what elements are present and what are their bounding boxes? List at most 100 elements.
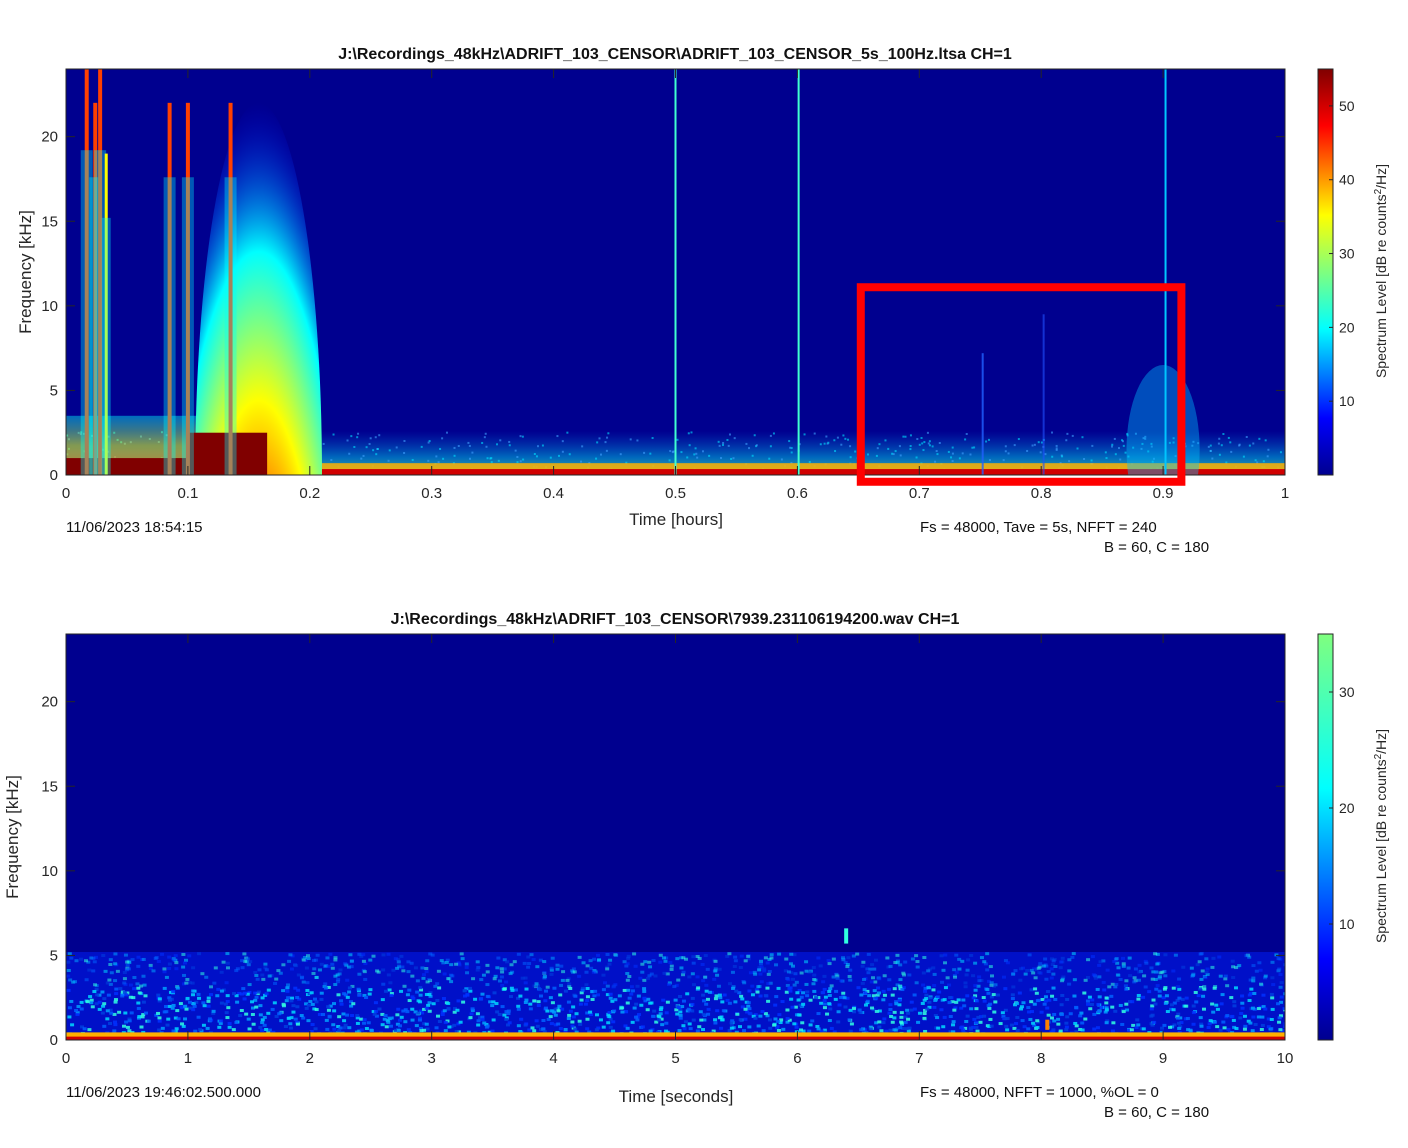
wav-noise-speck [1251,976,1256,980]
ltsa-noise-speck [717,440,720,443]
wav-noise-speck [742,981,747,985]
wav-noise-speck [735,1012,740,1016]
wav-noise-speck [526,965,531,969]
wav-noise-speck [1104,1001,1109,1005]
wav-noise-speck [1175,998,1180,1002]
wav-noise-speck [647,960,652,964]
wav-noise-speck [920,1001,925,1005]
wav-noise-speck [1104,1006,1109,1010]
wav-noise-speck [90,1005,95,1009]
wav-noise-speck [753,1013,758,1017]
wav-noise-speck [780,1000,785,1004]
wav-noise-speck [191,993,196,997]
ltsa-noise-speck [1184,445,1187,448]
wav-noise-speck [632,1006,637,1010]
wav-noise-speck [1118,977,1123,981]
wav-noise-speck [1045,1006,1050,1010]
wav-noise-speck [1256,1015,1261,1019]
ltsa-transient-line [228,102,233,475]
wav-noise-speck [235,967,240,971]
wav-noise-speck [461,1000,466,1004]
wav-noise-speck [596,1026,601,1030]
wav-noise-speck [746,1001,751,1005]
wav-noise-speck [867,994,872,998]
wav-noise-speck [989,981,994,985]
wav-noise-speck [1242,1027,1247,1031]
wav-noise-speck [1143,985,1148,989]
wav-noise-speck [953,1006,958,1010]
wav-noise-speck [812,989,817,993]
wav-y-tick-label: 5 [50,947,58,964]
ltsa-transient-line [674,69,677,475]
wav-noise-speck [1124,979,1129,983]
wav-noise-speck [225,966,230,970]
wav-noise-speck [811,982,816,986]
wav-noise-speck [1193,990,1198,994]
wav-noise-speck [315,953,320,957]
wav-noise-speck [115,969,120,973]
wav-noise-speck [338,1026,343,1030]
wav-noise-speck [336,993,341,997]
wav-noise-speck [173,1029,178,1033]
wav-noise-speck [383,989,388,993]
wav-noise-speck [1056,1017,1061,1021]
wav-noise-speck [924,993,929,997]
wav-title: J:\Recordings_48kHz\ADRIFT_103_CENSOR\79… [391,611,960,628]
wav-noise-speck [364,1026,369,1030]
ltsa-noise-speck [789,446,792,449]
wav-noise-speck [1163,953,1168,957]
wav-noise-speck [1013,969,1018,973]
wav-noise-speck [524,987,529,991]
wav-noise-speck [422,1007,427,1011]
wav-noise-speck [105,1009,110,1013]
wav-noise-speck [721,1009,726,1013]
wav-noise-speck [963,1026,968,1030]
wav-noise-speck [611,1020,616,1024]
wav-noise-speck [1095,1026,1100,1030]
wav-noise-speck [733,955,738,959]
ltsa-transient-halo [94,150,107,475]
wav-noise-speck [1060,956,1065,960]
wav-noise-speck [1078,1027,1083,1031]
wav-noise-speck [785,1020,790,1024]
wav-noise-speck [286,996,291,1000]
wav-noise-speck [1197,960,1202,964]
wav-noise-speck [685,1009,690,1013]
wav-noise-speck [491,1000,496,1004]
wav-noise-speck [774,995,779,999]
wav-noise-speck [1050,963,1055,967]
wav-noise-speck [182,973,187,977]
wav-noise-speck [819,1001,824,1005]
wav-noise-speck [834,972,839,976]
wav-noise-speck [485,963,490,967]
ltsa-noise-speck [730,457,733,460]
wav-noise-speck [1047,998,1052,1002]
wav-noise-speck [553,1023,558,1027]
wav-noise-speck [131,996,136,1000]
wav-noise-speck [120,994,125,998]
wav-noise-speck [502,958,507,962]
wav-noise-speck [113,952,118,956]
wav-noise-speck [70,1023,75,1027]
ltsa-colorbar-tick-label: 30 [1339,246,1355,262]
wav-noise-speck [479,997,484,1001]
ltsa-noise-speck [695,452,698,455]
wav-noise-speck [714,994,719,998]
ltsa-noise-speck [427,459,430,462]
wav-noise-speck [952,1008,957,1012]
wav-noise-speck [943,986,948,990]
wav-noise-speck [940,980,945,984]
wav-noise-speck [595,953,600,957]
wav-noise-speck [462,994,467,998]
wav-noise-speck [973,984,978,988]
wav-noise-speck [763,956,768,960]
wav-noise-speck [225,952,230,956]
wav-noise-speck [1074,1024,1079,1028]
wav-noise-speck [917,1011,922,1015]
wav-noise-speck [122,977,127,981]
wav-colorbar-tick-label: 20 [1339,800,1355,816]
wav-noise-speck [570,969,575,973]
ltsa-noise-speck [1061,455,1064,458]
wav-noise-speck [573,1027,578,1031]
wav-noise-speck [459,952,464,956]
